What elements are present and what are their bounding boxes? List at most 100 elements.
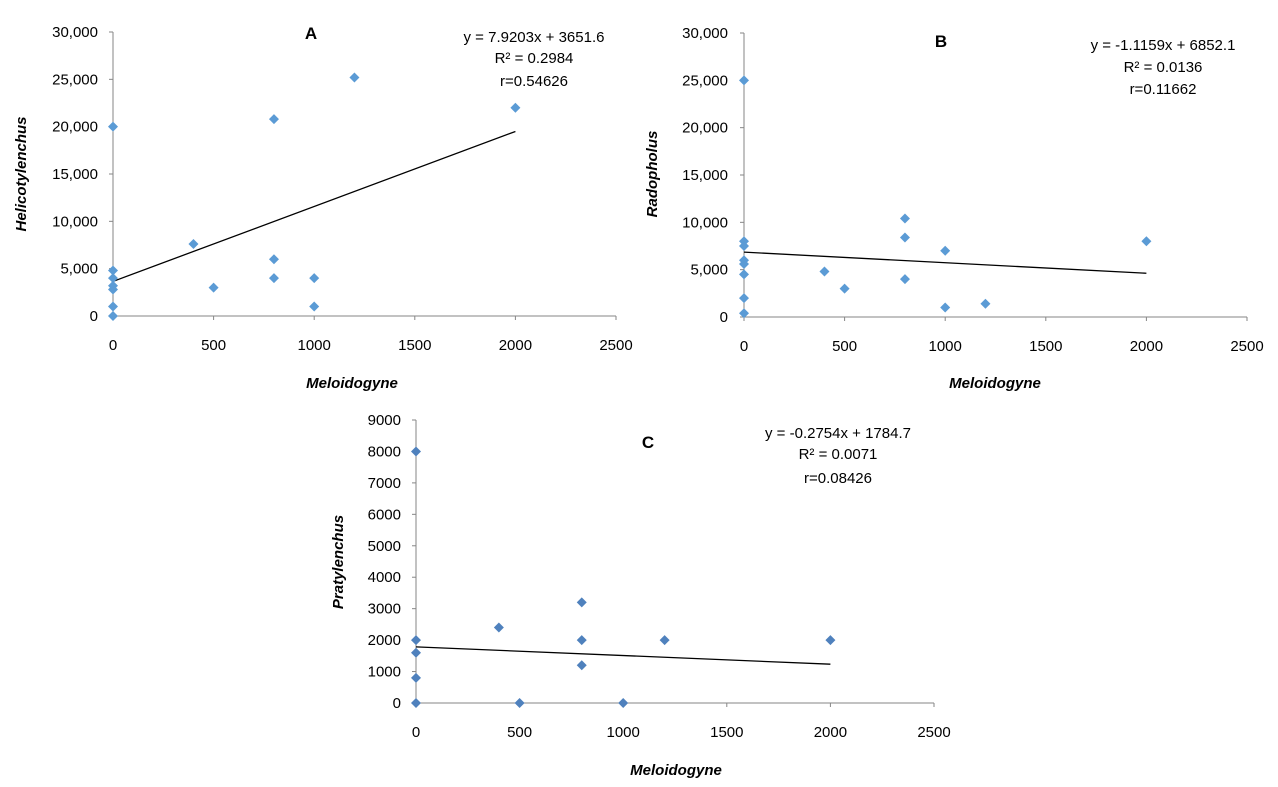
points-group [739,75,1152,319]
y-tick-label: 3000 [368,601,401,618]
correlation-label: r=0.54626 [500,73,568,90]
data-point [411,698,421,708]
data-point [108,284,118,295]
data-point [411,446,421,457]
data-point [940,245,951,256]
x-axis-title: Meloidogyne [306,375,398,392]
data-point [618,698,629,708]
y-tick-label: 5,000 [690,262,728,279]
y-axis-title: Radopholus [644,131,661,218]
x-tick-label: 2500 [917,724,950,741]
x-tick-label: 500 [507,724,532,741]
y-axis-title: Helicotylenchus [13,116,30,231]
data-point [739,308,749,319]
data-point [819,266,830,277]
x-tick-label: 0 [412,724,420,741]
data-point [309,273,320,284]
data-point [739,293,749,304]
trend-equation: y = 7.9203x + 3651.6 [464,29,605,46]
data-point [899,213,910,224]
scatter-panel-a: 0 5,000 10,000 15,000 20,000 25,000 30,000 0 500… [13,24,633,392]
x-tick-label: 1000 [298,337,331,354]
y-axis-title: Pratylenchus [330,515,347,609]
tick-group: 0 5,000 10,000 15,000 20,000 25,000 30,000 0 500… [682,25,1264,355]
data-point [493,622,504,633]
x-tick-label: 2500 [1230,338,1263,355]
r-squared-label: R² = 0.0071 [799,446,878,463]
y-tick-label: 0 [720,309,728,326]
y-tick-label: 6000 [368,506,401,523]
data-point [514,698,525,708]
y-tick-label: 0 [90,308,98,325]
y-tick-label: 5,000 [60,261,98,278]
data-point [108,121,118,132]
x-tick-label: 2000 [1130,338,1163,355]
x-tick-label: 2000 [499,337,532,354]
panel-title: B [935,32,947,51]
panel-title: C [642,433,654,452]
data-point [411,672,421,683]
data-point [739,75,749,86]
data-point [268,254,279,265]
data-point [739,258,749,269]
trend-equation: y = -1.1159x + 6852.1 [1091,37,1236,54]
data-point [980,298,991,309]
data-point [940,302,951,313]
data-point [108,311,118,321]
trendline [743,251,1147,274]
data-point [268,114,279,125]
y-tick-label: 0 [393,695,401,712]
trendline-group [415,646,831,665]
y-tick-label: 15,000 [682,167,728,184]
y-tick-label: 4000 [368,569,401,586]
data-point [659,635,670,646]
y-tick-label: 2000 [368,632,401,649]
y-tick-label: 30,000 [52,24,98,41]
trendline [112,130,516,283]
data-point [839,283,850,294]
y-tick-label: 20,000 [682,120,728,137]
data-point [411,635,421,646]
data-point [108,301,118,312]
scatter-panel-b: 0 5,000 10,000 15,000 20,000 25,000 30,000 0 500… [644,25,1264,392]
y-tick-label: 25,000 [682,72,728,89]
data-point [576,660,587,671]
x-tick-label: 1500 [710,724,743,741]
data-point [825,635,836,646]
trendline-group [743,251,1147,274]
x-axis-title: Meloidogyne [949,375,1041,392]
data-point [349,72,360,83]
y-tick-label: 25,000 [52,71,98,88]
scatter-panel-c: 0 1000 2000 3000 4000 5000 6000 7000 8000 9000 0 50… [330,412,951,779]
data-point [108,265,118,276]
correlation-label: r=0.11662 [1130,81,1197,98]
data-point [739,241,749,251]
x-tick-label: 0 [109,337,117,354]
y-tick-label: 5000 [368,538,401,555]
data-point [899,274,910,285]
trendline [415,646,831,665]
x-tick-label: 1500 [398,337,431,354]
data-point [510,102,521,113]
y-tick-label: 7000 [368,475,401,492]
data-point [576,635,587,646]
points-group [411,446,836,708]
data-point [309,301,320,312]
data-point [268,273,279,284]
data-point [576,597,587,608]
trendline-group [112,130,516,283]
x-tick-label: 2500 [599,337,632,354]
x-tick-label: 2000 [814,724,847,741]
y-tick-label: 15,000 [52,166,98,183]
panel-title: A [305,24,317,43]
data-point [188,239,199,250]
y-tick-label: 1000 [368,664,401,681]
y-tick-label: 10,000 [682,214,728,231]
x-tick-label: 500 [832,338,857,355]
y-tick-label: 10,000 [52,213,98,230]
points-group [108,72,521,321]
y-tick-label: 30,000 [682,25,728,42]
x-tick-label: 1500 [1029,338,1062,355]
data-point [739,269,749,280]
